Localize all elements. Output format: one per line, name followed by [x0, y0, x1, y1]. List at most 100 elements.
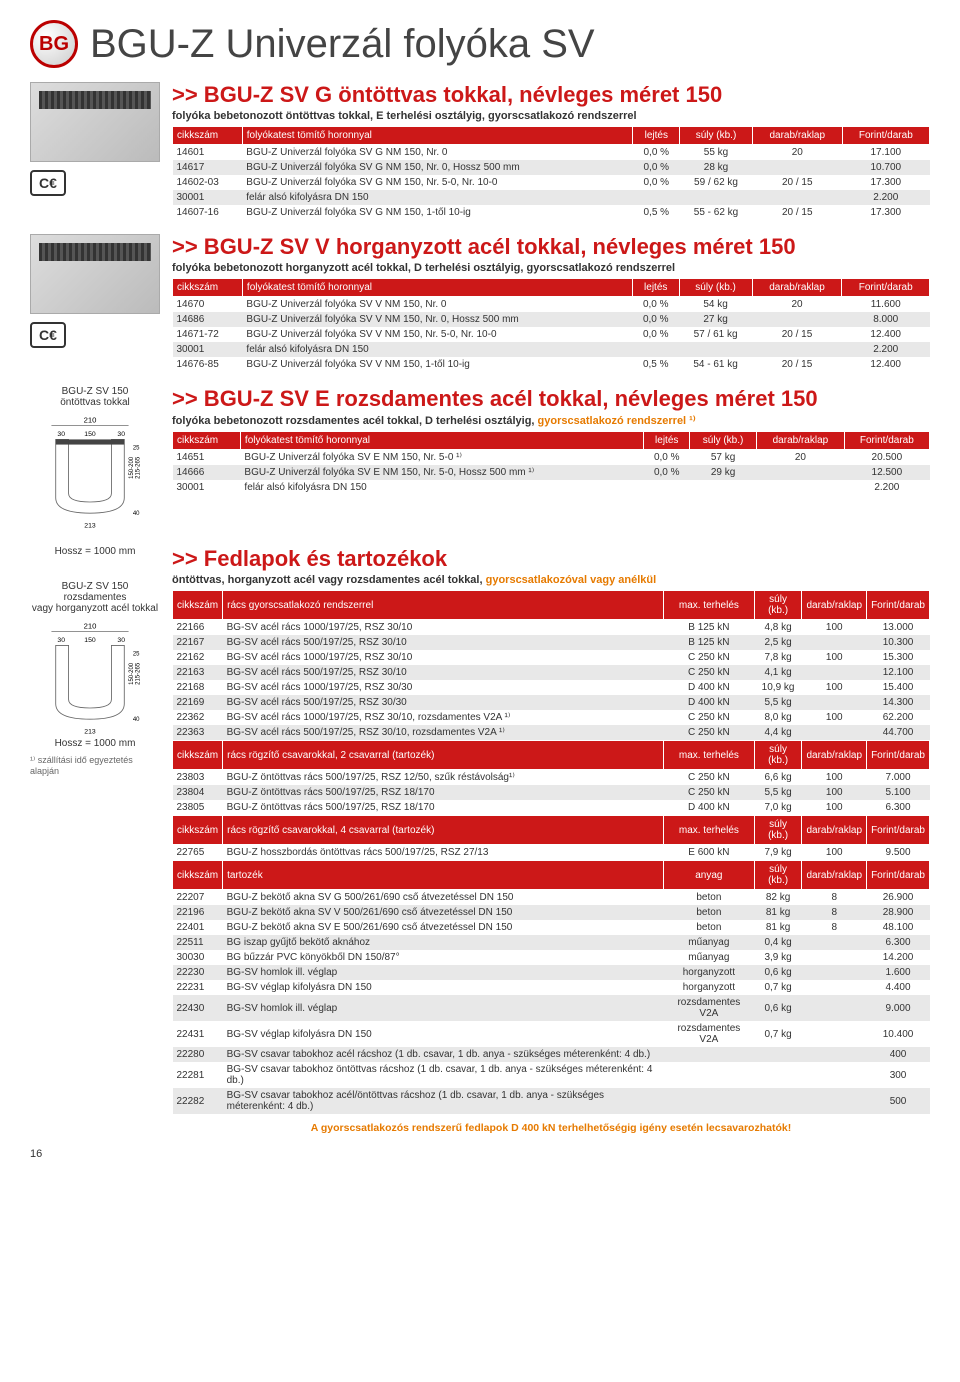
table-cell: 44.700 [867, 725, 930, 741]
table-cell: 3,9 kg [754, 950, 802, 965]
table-cell: BG-SV homlok ill. véglap [223, 995, 664, 1021]
table-cell: 81 kg [754, 920, 802, 935]
section3-table: cikkszámfolyókatest tömítő horonnyallejt… [172, 431, 930, 495]
table-cell: 28 kg [680, 160, 753, 175]
table-row: 22169BG-SV acél rács 500/197/25, RSZ 30/… [173, 695, 930, 710]
ce-mark-2: C€ [30, 322, 66, 348]
table-cell: BGU-Z Univerzál folyóka SV V NM 150, 1-t… [242, 357, 632, 372]
table-header: folyókatest tömítő horonnyal [242, 279, 632, 297]
table-cell: BGU-Z Univerzál folyóka SV E NM 150, Nr.… [240, 450, 644, 466]
table-row: 14671-72BGU-Z Univerzál folyóka SV V NM … [173, 327, 930, 342]
table-cell [644, 480, 690, 495]
table-cell [802, 995, 867, 1021]
table-header: cikkszám [173, 591, 223, 620]
table-cell: 22196 [173, 905, 223, 920]
table-cell: 22401 [173, 920, 223, 935]
table-cell: 100 [802, 800, 867, 816]
table-cell: horganyzott [664, 980, 755, 995]
svg-text:30: 30 [117, 637, 125, 644]
table-cell [757, 465, 845, 480]
section2-table: cikkszámfolyókatest tömítő horonnyallejt… [172, 278, 930, 372]
svg-text:25: 25 [133, 446, 140, 452]
table-row: 14670BGU-Z Univerzál folyóka SV V NM 150… [173, 297, 930, 313]
table-header: max. terhelés [664, 591, 755, 620]
table-cell: 14686 [173, 312, 243, 327]
table-cell: 9.000 [867, 995, 930, 1021]
table-cell: 10.700 [842, 160, 929, 175]
table-cell: 7,8 kg [754, 650, 802, 665]
table-cell: 8.000 [842, 312, 930, 327]
table-cell: 0,7 kg [754, 980, 802, 995]
table-cell [802, 725, 867, 741]
table-cell: 12.400 [842, 327, 930, 342]
table-row: 14607-16BGU-Z Univerzál folyóka SV G NM … [173, 205, 930, 220]
table-header: cikkszám [173, 432, 241, 450]
svg-text:215-265: 215-265 [136, 662, 142, 685]
table-cell: 5,5 kg [754, 785, 802, 800]
table-cell: 5.100 [867, 785, 930, 800]
table-header: lejtés [644, 432, 690, 450]
table-cell [664, 1062, 755, 1088]
table-header: darab/raklap [757, 432, 845, 450]
table-cell: 11.600 [842, 297, 930, 313]
table-cell: 0,4 kg [754, 935, 802, 950]
table-cell: 12.400 [842, 357, 930, 372]
table-cell: BGU-Z öntöttvas rács 500/197/25, RSZ 12/… [223, 770, 664, 786]
table-row: 30001felár alsó kifolyásra DN 1502.200 [173, 190, 930, 205]
table-header: cikkszám [173, 816, 223, 845]
table-cell: 57 / 61 kg [679, 327, 752, 342]
svg-text:40: 40 [133, 511, 140, 517]
table-cell: 22167 [173, 635, 223, 650]
table-cell: 22169 [173, 695, 223, 710]
table-cell: 22166 [173, 620, 223, 636]
section1-title: >> BGU-Z SV G öntöttvas tokkal, névleges… [172, 82, 930, 108]
table-cell: felár alsó kifolyásra DN 150 [242, 342, 632, 357]
ce-mark-1: C€ [30, 170, 66, 196]
table-row: 22401BGU-Z bekötő akna SV E 500/261/690 … [173, 920, 930, 935]
table-cell: 22207 [173, 890, 223, 906]
table-cell: 54 kg [679, 297, 752, 313]
table-cell: 22765 [173, 845, 223, 861]
table-cell: BG-SV acél rács 500/197/25, RSZ 30/10 [223, 665, 664, 680]
table-row: 14686BGU-Z Univerzál folyóka SV V NM 150… [173, 312, 930, 327]
product-image-1 [30, 82, 160, 162]
table-row: 23803BGU-Z öntöttvas rács 500/197/25, RS… [173, 770, 930, 786]
cross-section-diagram-2: 210 30 150 30 25 215-265 150-200 40 213 [30, 618, 150, 738]
table-cell: BGU-Z bekötő akna SV V 500/261/690 cső á… [223, 905, 664, 920]
table-header: darab/raklap [802, 861, 867, 890]
table-cell: 300 [867, 1062, 930, 1088]
table-cell: 500 [867, 1088, 930, 1114]
table-header: anyag [664, 861, 755, 890]
table-cell [752, 312, 842, 327]
table-cell: 55 - 62 kg [680, 205, 753, 220]
svg-text:213: 213 [84, 523, 96, 530]
table-cell [664, 1047, 755, 1062]
table-cell: beton [664, 920, 755, 935]
table-cell: BG-SV csavar tabokhoz acél/öntöttvas rác… [223, 1088, 664, 1114]
svg-text:30: 30 [57, 431, 65, 438]
table-cell: 82 kg [754, 890, 802, 906]
table-cell: 22511 [173, 935, 223, 950]
table-cell: 17.100 [842, 145, 929, 161]
table-cell: 4,8 kg [754, 620, 802, 636]
table-cell: E 600 kN [664, 845, 755, 861]
table-row: 22431BG-SV véglap kifolyásra DN 150rozsd… [173, 1021, 930, 1047]
table-cell: D 400 kN [664, 800, 755, 816]
table-row: 23804BGU-Z öntöttvas rács 500/197/25, RS… [173, 785, 930, 800]
section4-title: >> Fedlapok és tartozékok [172, 546, 930, 572]
table-cell: BG-SV acél rács 500/197/25, RSZ 30/10 [223, 635, 664, 650]
table-cell: 14.200 [867, 950, 930, 965]
table-cell: 9.500 [867, 845, 930, 861]
table-header: súly (kb.) [754, 741, 802, 770]
table-cell: 0,0 % [633, 175, 680, 190]
table-row: 14617BGU-Z Univerzál folyóka SV G NM 150… [173, 160, 930, 175]
table-cell: 0,0 % [644, 450, 690, 466]
svg-text:150-200: 150-200 [129, 456, 135, 479]
table-row: 22430BG-SV homlok ill. véglaprozsdamente… [173, 995, 930, 1021]
table-row: 14601BGU-Z Univerzál folyóka SV G NM 150… [173, 145, 930, 161]
table-row: 22168BG-SV acél rács 1000/197/25, RSZ 30… [173, 680, 930, 695]
table-cell: 27 kg [679, 312, 752, 327]
table-header: súly (kb.) [689, 432, 756, 450]
svg-text:40: 40 [133, 717, 140, 723]
svg-text:150-200: 150-200 [129, 662, 135, 685]
